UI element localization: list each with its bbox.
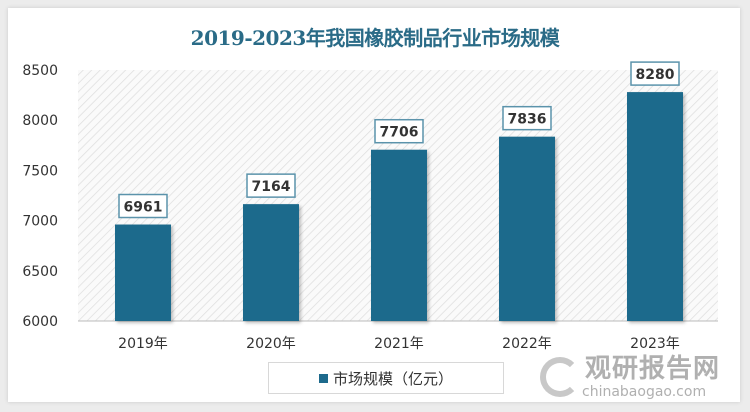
y-tick-label: 6000 [22,314,58,330]
legend: 市场规模（亿元） [268,362,504,394]
data-label: 7836 [508,112,547,128]
data-label-box [630,61,680,86]
data-label: 6961 [124,200,163,216]
bar [627,92,683,321]
x-tick-label: 2021年 [374,336,424,352]
bar [115,224,171,321]
bar [371,149,427,321]
data-label: 7706 [380,125,419,141]
data-label: 7164 [252,179,291,195]
legend-swatch [318,373,328,383]
watermark-en: chinabaogao.com [582,384,707,400]
bar [243,204,299,321]
bar [499,136,555,321]
y-tick-label: 7500 [22,163,58,179]
x-tick-label: 2023年 [630,336,680,352]
x-tick-label: 2019年 [118,336,168,352]
data-label-box [374,118,424,144]
y-tick-label: 8500 [22,63,58,79]
legend-label: 市场规模（亿元） [332,369,453,388]
data-label-box [118,193,168,219]
y-tick-label: 7000 [22,214,58,230]
data-label-box [502,105,552,131]
x-tick-label: 2020年 [246,336,296,352]
y-tick-label: 6500 [22,264,58,280]
data-label: 8280 [636,67,675,83]
data-label-box [246,173,296,198]
y-tick-label: 8000 [22,113,58,129]
watermark-cn: 观研报告网 [585,354,721,384]
x-tick-label: 2022年 [502,336,552,352]
chart-title: 2019-2023年我国橡胶制品行业市场规模 [190,26,560,50]
watermark-logo-icon [540,357,580,397]
